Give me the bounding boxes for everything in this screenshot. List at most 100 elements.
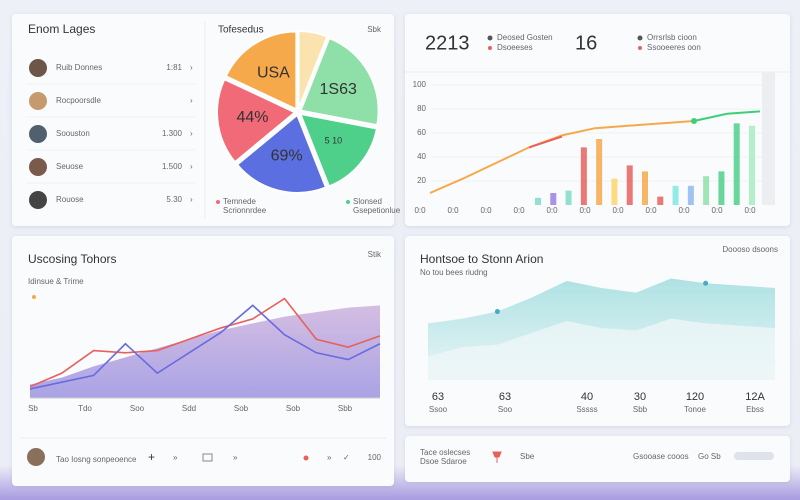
pie-label: USA [257, 64, 290, 81]
pin-icon [492, 451, 502, 463]
pie-slice [297, 30, 329, 110]
y-tick-label: 60 [417, 128, 426, 137]
y-tick-label: 80 [417, 104, 426, 113]
y-tick-label: 40 [417, 152, 426, 161]
x-tick-label: Sob [286, 404, 301, 413]
row-arrow: › [190, 195, 193, 204]
stat-dot [488, 46, 492, 50]
stat-value: 40 [581, 391, 593, 403]
stat-sub: Dsoeeses [497, 43, 533, 52]
icon[interactable] [303, 455, 309, 461]
stat-label: Ebss [746, 405, 764, 414]
row-arrow: › [190, 63, 193, 72]
pie-label: 69% [271, 148, 303, 165]
row-value: 1:81 [166, 63, 182, 72]
row-value: 1.500 [162, 162, 183, 171]
legend-dot [346, 200, 350, 204]
x-tick-label: Tdo [78, 404, 92, 413]
avatar [29, 59, 47, 77]
footer-badge: Go Sb [698, 452, 721, 461]
x-tick-label: Sbb [338, 404, 353, 413]
stat-dot [637, 35, 643, 41]
footer-tag: Sbe [520, 452, 535, 461]
y-tick-label: 20 [417, 176, 426, 185]
bar [657, 196, 664, 205]
pie-label: 5 10 [325, 136, 343, 146]
legend-name: Slonsed [353, 197, 382, 206]
icon[interactable]: » [327, 453, 332, 462]
line [29, 304, 381, 390]
stat-label: Orrsrlsb cioon [647, 33, 697, 42]
bar [611, 178, 618, 205]
card [405, 14, 790, 226]
row-name: Rouose [56, 195, 84, 204]
line [29, 297, 381, 388]
x-tick-label: 0:0 [414, 206, 426, 215]
avatar [29, 158, 47, 176]
stat-value: 63 [432, 391, 444, 403]
legend-sub: Gsepetionlue [353, 206, 401, 215]
stat-value: 12A [745, 391, 765, 403]
icon[interactable]: » [233, 453, 238, 462]
bar [580, 147, 587, 205]
line [528, 135, 563, 149]
pie-slice [224, 30, 298, 112]
x-tick-label: 0:0 [744, 206, 756, 215]
stat-label: Tonoe [684, 405, 706, 414]
x-tick-label: Sdd [182, 404, 196, 413]
footer-title: Tace oslecses [420, 448, 470, 457]
row-value: 5.30 [166, 195, 182, 204]
row-name: Ruib Donnes [56, 63, 102, 72]
corner-label: Stik [368, 250, 382, 259]
row-arrow: › [190, 129, 193, 138]
icon[interactable]: » [173, 453, 178, 462]
toggle[interactable] [734, 452, 774, 460]
stat-label: Sbb [633, 405, 648, 414]
x-tick-label: 0:0 [612, 206, 624, 215]
footer-value: 100 [368, 453, 382, 462]
bar [718, 171, 725, 205]
stat-dot [487, 35, 493, 41]
x-tick-label: 0:0 [513, 206, 525, 215]
area [428, 318, 775, 380]
panel-title: Uscosing Tohors [28, 252, 117, 266]
bar [565, 190, 572, 205]
row-arrow: › [190, 162, 193, 171]
icon[interactable] [202, 453, 213, 462]
stat-label: Deosed Gosten [497, 33, 553, 42]
stat-label: Ssoo [429, 405, 448, 414]
avatar [29, 191, 47, 209]
x-tick-label: 0:0 [447, 206, 459, 215]
footer-label: Tao Iosng sonpeoence [56, 455, 137, 464]
subtitle: No tou bees riudng [420, 268, 488, 277]
footer-sub: Dsoe Sdaroe [420, 457, 467, 466]
card [405, 436, 790, 482]
corner-label: Doooso dsoons [722, 245, 778, 254]
x-tick-label: 0:0 [480, 206, 492, 215]
scrollbar [762, 72, 775, 205]
pie-label: 1S63 [320, 81, 357, 98]
bar [703, 176, 710, 205]
corner-label: Sbk [367, 25, 382, 34]
icon[interactable]: ✓ [343, 453, 350, 462]
line [693, 110, 761, 122]
avatar [27, 448, 45, 466]
y-tick-label: 100 [413, 80, 427, 89]
x-tick-label: Sb [28, 404, 38, 413]
row-name: Rocpoorsdle [56, 96, 101, 105]
row-name: Seuose [56, 162, 84, 171]
panel-title: Enom Lages [28, 22, 95, 36]
row-arrow: › [190, 96, 193, 105]
bar [687, 185, 694, 205]
x-tick-label: 0:0 [579, 206, 591, 215]
x-tick-label: Sob [234, 404, 249, 413]
pie-slice [235, 113, 328, 194]
pie-slice [298, 112, 379, 188]
pie-label: 44% [236, 109, 268, 126]
stat-value: 30 [634, 391, 646, 403]
bar [642, 171, 648, 205]
area [30, 305, 380, 398]
x-tick-label: 0:0 [645, 206, 657, 215]
icon[interactable]: + [148, 450, 155, 464]
